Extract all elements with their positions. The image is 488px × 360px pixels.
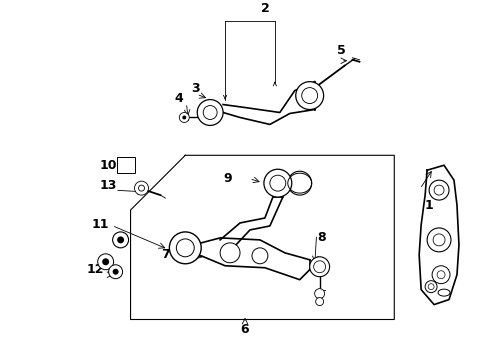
Circle shape bbox=[264, 169, 291, 197]
Circle shape bbox=[315, 298, 323, 306]
Text: 4: 4 bbox=[174, 92, 183, 105]
Circle shape bbox=[117, 237, 124, 243]
Text: 9: 9 bbox=[224, 172, 232, 185]
Text: 1: 1 bbox=[424, 199, 432, 212]
Text: 5: 5 bbox=[336, 44, 345, 57]
Circle shape bbox=[303, 90, 315, 102]
Circle shape bbox=[197, 100, 223, 125]
Circle shape bbox=[108, 265, 122, 279]
Circle shape bbox=[301, 87, 317, 104]
Text: 13: 13 bbox=[100, 179, 117, 192]
Circle shape bbox=[182, 116, 186, 120]
Circle shape bbox=[424, 281, 436, 293]
Circle shape bbox=[251, 248, 267, 264]
Circle shape bbox=[176, 239, 194, 257]
Circle shape bbox=[220, 243, 240, 263]
Circle shape bbox=[427, 284, 433, 290]
Circle shape bbox=[309, 257, 329, 277]
Circle shape bbox=[138, 185, 144, 191]
Circle shape bbox=[179, 112, 189, 122]
Circle shape bbox=[295, 82, 323, 109]
Circle shape bbox=[112, 232, 128, 248]
Circle shape bbox=[102, 258, 109, 265]
Text: 2: 2 bbox=[260, 3, 269, 15]
Text: 8: 8 bbox=[317, 231, 325, 244]
Circle shape bbox=[436, 271, 444, 279]
Circle shape bbox=[169, 232, 201, 264]
Text: 6: 6 bbox=[240, 323, 249, 336]
Circle shape bbox=[134, 181, 148, 195]
Circle shape bbox=[428, 180, 448, 200]
Bar bbox=[116, 157, 134, 173]
Text: 12: 12 bbox=[87, 263, 104, 276]
Circle shape bbox=[98, 254, 113, 270]
Text: 10: 10 bbox=[100, 159, 117, 172]
Text: 11: 11 bbox=[92, 219, 109, 231]
Circle shape bbox=[203, 105, 217, 120]
Circle shape bbox=[112, 269, 119, 275]
Circle shape bbox=[269, 175, 285, 191]
Circle shape bbox=[432, 234, 444, 246]
Circle shape bbox=[426, 228, 450, 252]
Circle shape bbox=[431, 266, 449, 284]
Text: 7: 7 bbox=[161, 248, 169, 261]
Circle shape bbox=[314, 289, 324, 298]
Text: 3: 3 bbox=[190, 82, 199, 95]
Circle shape bbox=[433, 185, 443, 195]
Circle shape bbox=[287, 171, 311, 195]
Circle shape bbox=[313, 261, 325, 273]
Ellipse shape bbox=[437, 289, 449, 296]
